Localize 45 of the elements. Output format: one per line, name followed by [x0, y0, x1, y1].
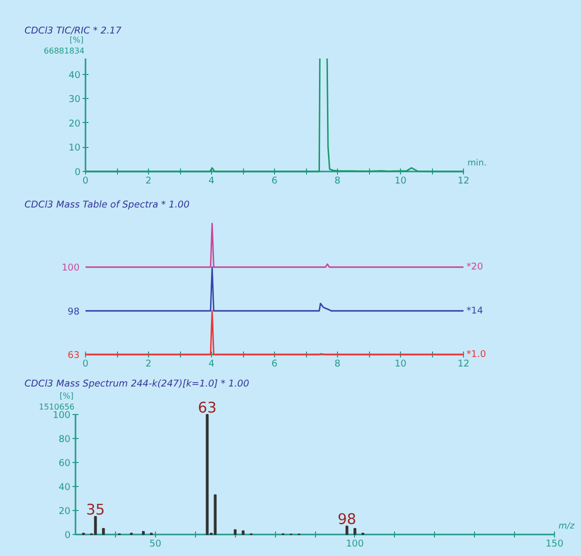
annotation: *1.0 — [466, 349, 486, 360]
text: 1510656 — [38, 402, 75, 412]
y-tick-label: 20 — [58, 506, 71, 517]
chart-title: CDCl3 Mass Table of Spectra * 1.00 — [24, 200, 190, 210]
x-tick-label: 6 — [272, 358, 278, 370]
y-tick-label: 20 — [68, 118, 81, 130]
y-tick-label: 30 — [68, 94, 81, 106]
y-tick-label: 40 — [58, 482, 71, 493]
text: 66881834 — [44, 46, 84, 56]
x-tick-label: 100 — [346, 538, 364, 550]
annotation: 63 — [198, 400, 217, 416]
x-tick-label: 0 — [82, 358, 89, 370]
x-tick-label: 2 — [146, 176, 152, 186]
y-tick-label: 0 — [64, 530, 71, 541]
x-tick-label: 12 — [458, 358, 470, 370]
annotation: *20 — [466, 262, 484, 273]
y-tick-label: 0 — [74, 167, 81, 178]
y-tick-label: 10 — [68, 142, 81, 154]
x-tick-label: 6 — [272, 176, 278, 186]
y-tick-label: 100 — [52, 410, 71, 421]
chart-title: CDCl3 TIC/RIC * 2.17 — [24, 26, 122, 36]
annotation: 98 — [338, 511, 356, 528]
y-tick-label: 60 — [58, 458, 71, 469]
x-tick-label: 2 — [146, 358, 152, 370]
chart-title: CDCl3 Mass Spectrum 244-k(247)[k=1.0] * 1.00 — [24, 378, 250, 390]
x-axis-title: m/z — [558, 522, 575, 532]
series-label: 98 — [68, 306, 80, 318]
x-tick-label: 4 — [208, 358, 215, 370]
x-tick-label: 10 — [394, 176, 406, 186]
x-tick-label: 50 — [149, 538, 162, 550]
series-label: 63 — [68, 350, 80, 361]
x-tick-label: 4 — [208, 176, 215, 186]
x-axis-title: min. — [468, 158, 487, 168]
y-axis-title: [%] — [70, 36, 84, 44]
x-tick-label: 150 — [546, 538, 564, 550]
x-tick-label: 12 — [458, 176, 470, 186]
y-tick-label: 80 — [58, 434, 71, 445]
y-tick-label: 40 — [68, 70, 81, 81]
annotation: *14 — [466, 305, 484, 316]
x-tick-label: 8 — [334, 358, 341, 370]
x-tick-label: 10 — [394, 358, 406, 370]
y-axis-title: [%] — [60, 392, 74, 400]
x-tick-label: 8 — [334, 176, 341, 186]
annotation: 35 — [86, 502, 105, 518]
x-tick-label: 0 — [82, 176, 89, 186]
